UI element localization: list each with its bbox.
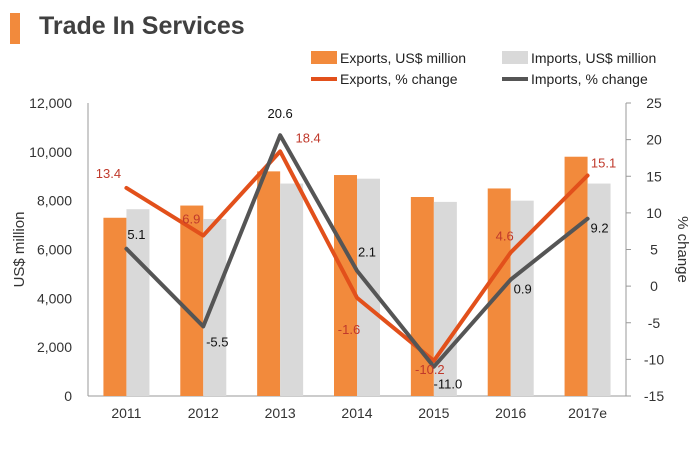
exports-change-label: -1.6 (338, 322, 360, 337)
x-tick-label: 2011 (111, 405, 141, 421)
imports-change-label: -11.0 (434, 377, 463, 392)
exports-change-line (124, 149, 590, 363)
left-tick-label: 2,000 (37, 339, 72, 355)
legend-label: Imports, % change (531, 71, 648, 87)
exports-change-label: 15.1 (591, 156, 616, 171)
imports-change-label: 5.1 (127, 227, 145, 242)
right-tick-label: 15 (646, 168, 662, 184)
imports-bar (203, 218, 227, 396)
exports-bar (257, 171, 281, 396)
legend-label: Exports, % change (340, 71, 458, 87)
legend-label: Imports, US$ million (531, 50, 656, 66)
left-tick-label: 0 (64, 388, 72, 404)
y2-axis-title: % change (674, 216, 691, 283)
exports-bar (334, 175, 357, 396)
right-tick-label: 0 (650, 278, 658, 294)
imports-change-label: 9.2 (591, 221, 609, 236)
imports-change-line (124, 133, 590, 369)
exports-change-label: 18.4 (295, 130, 320, 145)
left-tick-label: 10,000 (29, 144, 72, 160)
exports-change-label: 6.9 (182, 212, 200, 227)
left-tick-label: 12,000 (29, 95, 72, 111)
right-tick-label: -15 (644, 388, 664, 404)
y-axis-title: US$ million (11, 212, 28, 288)
right-tick-label: -10 (644, 351, 664, 367)
right-tick-label: 20 (646, 132, 662, 148)
imports-change-label: 0.9 (514, 282, 532, 297)
exports-change-label: 13.4 (96, 166, 121, 181)
x-tick-label: 2017e (568, 405, 607, 421)
imports-bar (587, 183, 611, 396)
x-tick-label: 2013 (265, 405, 296, 421)
exports-change-label: -10.2 (415, 362, 445, 377)
x-tick-label: 2015 (418, 405, 449, 421)
legend-swatch (311, 51, 337, 64)
imports-change-label: 2.1 (358, 245, 376, 260)
imports-bar (280, 183, 304, 396)
x-tick-label: 2014 (341, 405, 372, 421)
imports-change-label: -5.5 (206, 334, 228, 349)
title-accent-bar (10, 13, 20, 44)
exports-bar (180, 205, 204, 396)
imports-change-label: 20.6 (267, 106, 292, 121)
right-tick-label: 5 (650, 242, 658, 258)
x-tick-label: 2012 (188, 405, 219, 421)
page-title: Trade In Services (39, 12, 245, 40)
legend-label: Exports, US$ million (340, 50, 466, 66)
x-tick-label: 2016 (495, 405, 526, 421)
right-tick-label: 10 (646, 205, 662, 221)
right-tick-label: -5 (648, 315, 661, 331)
legend-swatch (502, 51, 528, 64)
imports-bar (510, 200, 534, 396)
exports-bar (103, 217, 127, 396)
exports-bar (564, 156, 588, 396)
left-tick-label: 8,000 (37, 193, 72, 209)
left-tick-label: 4,000 (37, 290, 72, 306)
right-tick-label: 25 (646, 95, 662, 111)
exports-change-label: 4.6 (496, 228, 514, 243)
left-tick-label: 6,000 (37, 242, 72, 258)
